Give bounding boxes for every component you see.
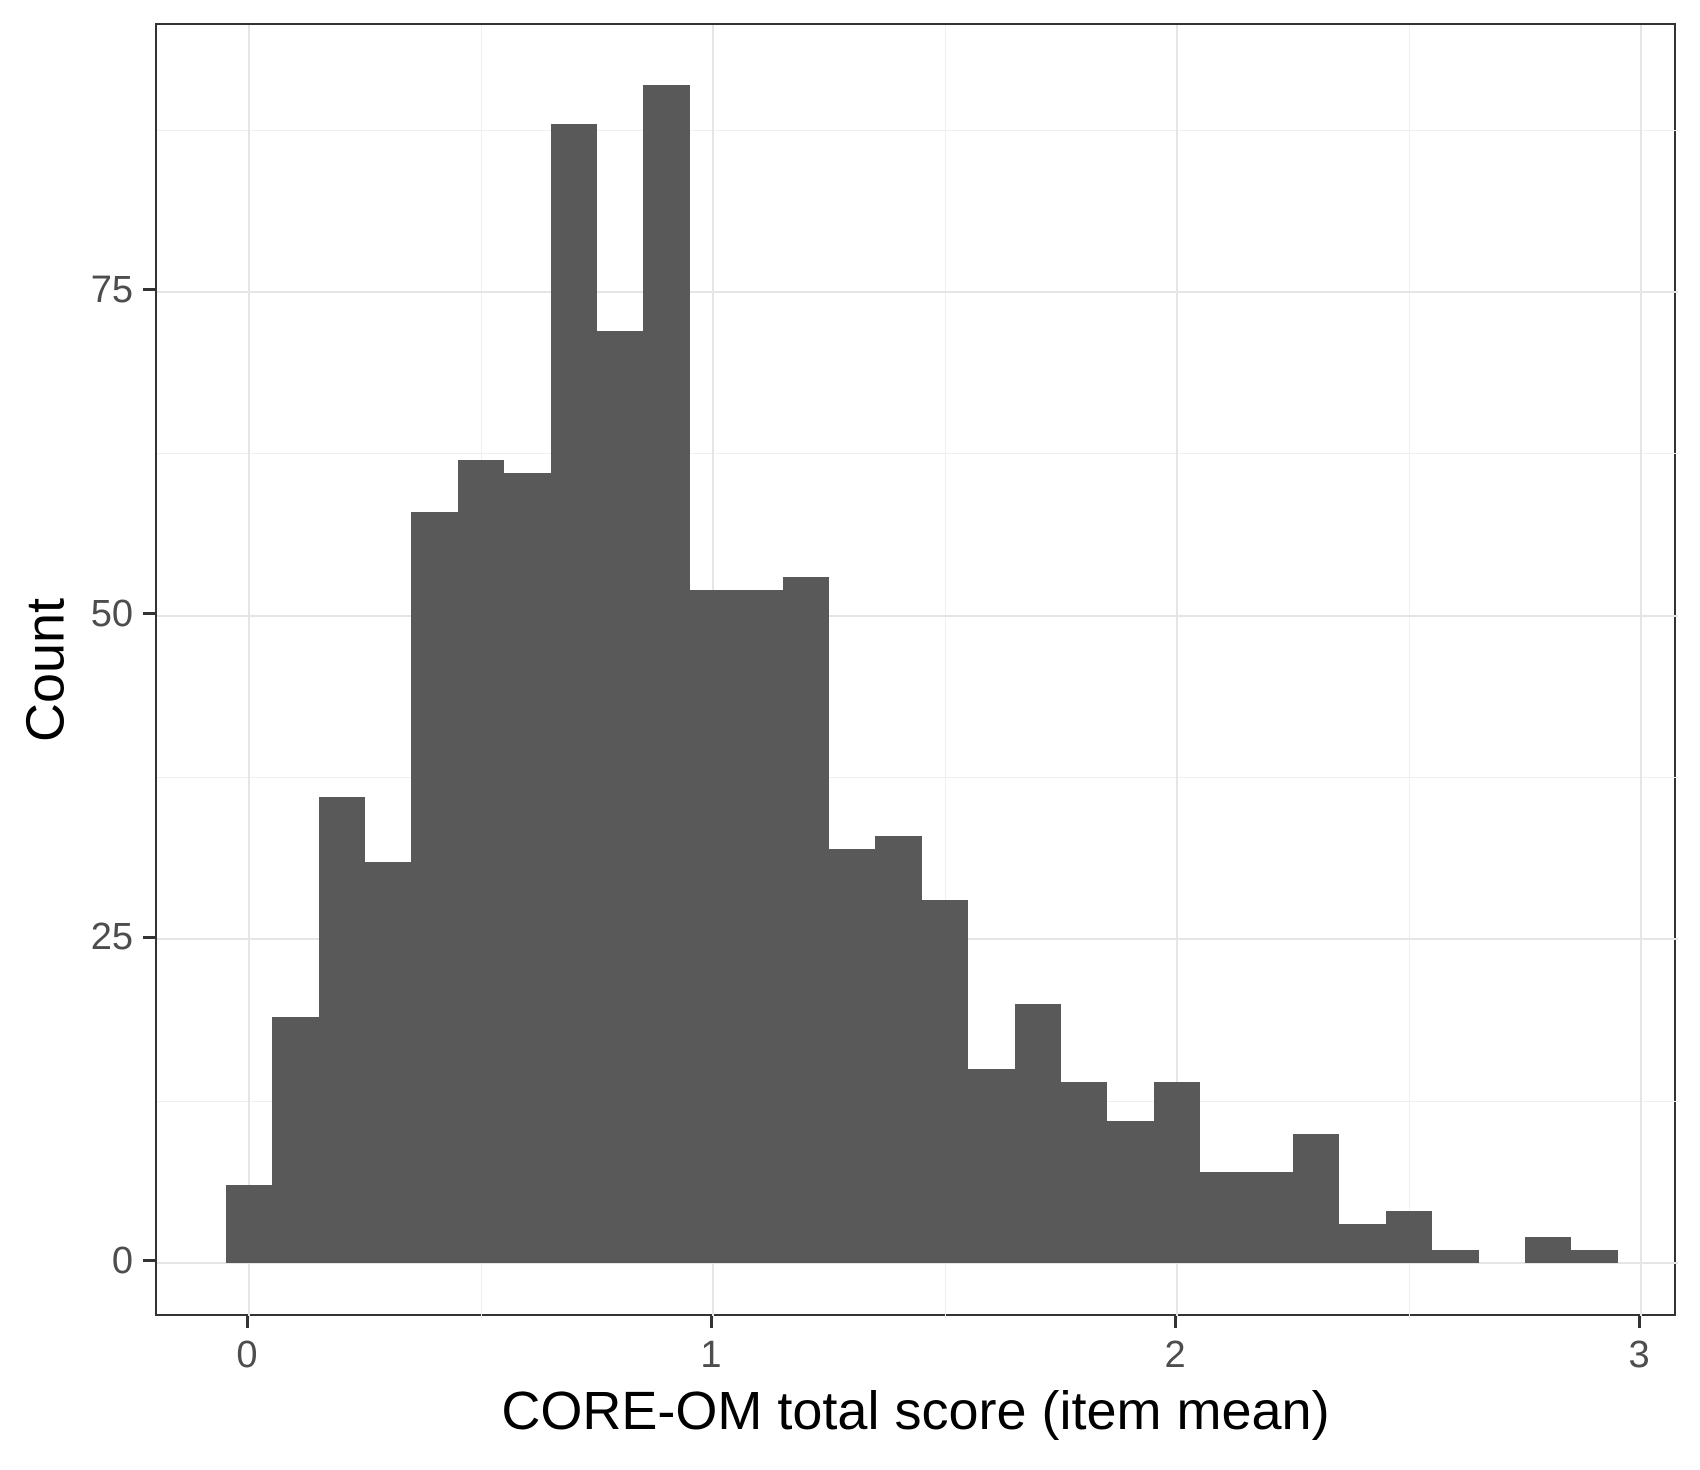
x-tick-mark <box>1173 1316 1177 1328</box>
histogram-bar <box>411 512 458 1263</box>
x-tick-mark <box>1637 1316 1641 1328</box>
histogram-bar <box>1293 1133 1340 1263</box>
histogram-bar <box>689 589 737 1263</box>
histogram-bar <box>643 84 690 1263</box>
x-tick-mark <box>245 1316 249 1328</box>
y-minor-gridline <box>157 453 1678 455</box>
x-tick-label: 2 <box>1164 1334 1186 1376</box>
histogram-bar <box>1153 1081 1201 1263</box>
x-tick-label: 3 <box>1628 1334 1650 1376</box>
y-axis-title: Count <box>15 597 76 742</box>
y-tick-mark <box>143 1259 155 1263</box>
histogram-bar <box>1014 1004 1061 1263</box>
y-minor-gridline <box>157 776 1678 778</box>
histogram-bar <box>318 796 365 1263</box>
y-tick-mark <box>143 612 155 616</box>
y-tick-label: 25 <box>90 916 133 959</box>
y-major-gridline <box>157 614 1678 617</box>
histogram-bar <box>225 1185 273 1263</box>
x-tick-mark <box>709 1316 713 1328</box>
y-tick-label: 50 <box>90 592 133 635</box>
histogram-bar <box>875 835 922 1263</box>
histogram-bar <box>1246 1172 1293 1263</box>
histogram-bar <box>782 576 829 1263</box>
y-tick-label: 75 <box>90 268 133 311</box>
x-major-gridline <box>248 25 250 1318</box>
x-minor-gridline <box>944 25 946 1318</box>
x-minor-gridline <box>1408 25 1410 1318</box>
histogram-bar <box>1061 1081 1108 1263</box>
x-axis-title: CORE-OM total score (item mean) <box>501 1381 1330 1441</box>
y-major-gridline <box>157 290 1678 293</box>
histogram-bar <box>1200 1172 1247 1263</box>
y-major-gridline <box>157 1261 1678 1264</box>
x-tick-label: 0 <box>236 1334 258 1376</box>
histogram-bar <box>1107 1120 1154 1263</box>
histogram-bar <box>504 473 551 1263</box>
histogram-bar <box>272 1016 319 1263</box>
histogram-bar <box>1432 1250 1479 1263</box>
y-minor-gridline <box>157 129 1678 131</box>
histogram-bar <box>1339 1224 1386 1263</box>
histogram-bar <box>597 330 644 1263</box>
x-tick-label: 1 <box>700 1334 722 1376</box>
x-major-gridline <box>1640 25 1643 1318</box>
histogram-bar <box>457 460 505 1263</box>
histogram-bar <box>1385 1211 1433 1263</box>
x-major-gridline <box>1176 25 1179 1318</box>
histogram-bar <box>736 589 783 1263</box>
histogram-bar <box>921 900 969 1263</box>
histogram-bar <box>829 848 876 1263</box>
y-tick-label: 0 <box>111 1239 133 1282</box>
y-tick-mark <box>143 288 155 292</box>
plot-panel <box>155 23 1678 1318</box>
histogram-bar <box>968 1068 1015 1263</box>
histogram-bar <box>1525 1237 1572 1263</box>
histogram-bar <box>365 861 412 1263</box>
y-tick-mark <box>143 935 155 939</box>
histogram-bar <box>550 123 597 1263</box>
histogram-bar <box>1571 1250 1618 1263</box>
